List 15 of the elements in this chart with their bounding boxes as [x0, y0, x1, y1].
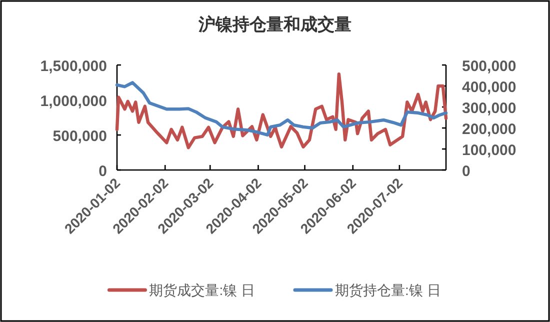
line-series [115, 72, 448, 150]
y-tick-label: 500,000 [52, 128, 107, 145]
legend-label: 期货成交量:镍 日 [149, 282, 255, 298]
y2-tick-label: 0 [462, 163, 470, 180]
y-tick-label: 1,500,000 [40, 58, 107, 75]
y2-tick-label: 500,000 [462, 58, 516, 75]
y2-tick-label: 300,000 [462, 100, 516, 117]
y-tick-label: 0 [98, 163, 107, 180]
y2-tick-label: 400,000 [462, 79, 516, 96]
y2-tick-label: 200,000 [462, 121, 516, 138]
chart-title: 沪镍持仓量和成交量 [198, 15, 352, 34]
y-tick-label: 1,000,000 [40, 93, 107, 110]
legend-label: 期货持仓量:镍 日 [335, 282, 441, 298]
y2-tick-label: 100,000 [462, 142, 516, 159]
line-series [115, 81, 448, 137]
